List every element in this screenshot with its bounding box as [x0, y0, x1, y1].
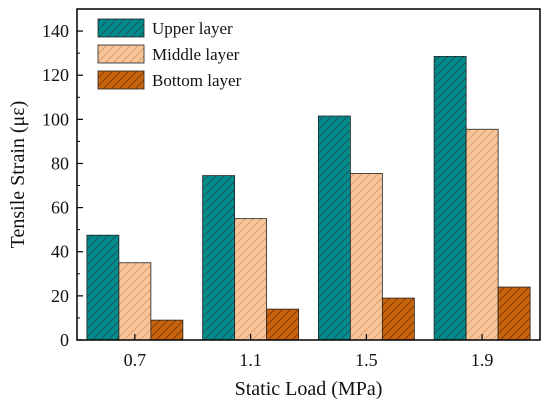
- legend-swatch-middle-layer: [97, 44, 145, 64]
- bar-middle-layer-1.9: [465, 128, 499, 341]
- y-tick-label: 20: [51, 286, 69, 306]
- bar-middle-layer-0.7: [118, 262, 152, 341]
- bar-bottom-layer-1.1: [266, 308, 300, 341]
- legend-swatch-upper-layer: [97, 18, 145, 38]
- y-axis-title: Tensile Strain (με): [7, 101, 29, 249]
- x-tick-label: 0.7: [124, 350, 147, 370]
- legend-label: Bottom layer: [152, 71, 242, 90]
- axes-layer: 0 20 40 60 80 100 120 140 0.7 1.1 1.5 1.9: [42, 21, 493, 370]
- y-tick-label: 100: [42, 109, 69, 129]
- y-tick-label: 60: [51, 198, 69, 218]
- bar-middle-layer-1.1: [234, 218, 268, 341]
- y-tick-label: 120: [42, 65, 69, 85]
- bar-bottom-layer-1.5: [381, 297, 415, 341]
- y-tick-label: 0: [60, 330, 69, 350]
- y-tick-label: 140: [42, 21, 69, 41]
- y-tick-label: 40: [51, 242, 69, 262]
- legend-swatch-bottom-layer: [97, 70, 145, 90]
- bar-upper-layer-0.7: [86, 234, 120, 341]
- plot-frame: [76, 8, 541, 341]
- legend-label: Upper layer: [152, 19, 233, 38]
- bar-upper-layer-1.9: [433, 56, 467, 341]
- bar-bottom-layer-0.7: [150, 319, 184, 341]
- bar-upper-layer-1.1: [202, 175, 236, 341]
- legend-label: Middle layer: [152, 45, 240, 64]
- bars-layer: [86, 56, 531, 341]
- legend: Upper layer Middle layer Bottom layer: [97, 18, 242, 90]
- x-tick-label: 1.9: [471, 350, 494, 370]
- bar-middle-layer-1.5: [349, 172, 383, 341]
- y-tick-label: 80: [51, 153, 69, 173]
- x-tick-label: 1.1: [239, 350, 262, 370]
- bar-upper-layer-1.5: [317, 115, 351, 341]
- x-axis-title: Static Load (MPa): [235, 378, 383, 400]
- x-tick-label: 1.5: [355, 350, 378, 370]
- bar-bottom-layer-1.9: [497, 286, 531, 341]
